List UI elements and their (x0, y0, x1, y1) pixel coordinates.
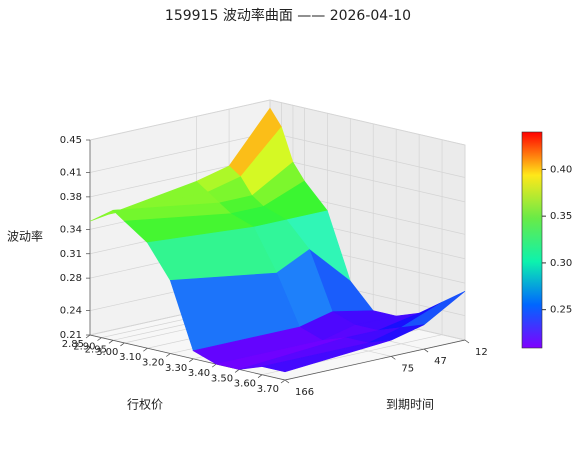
tick-mark (284, 379, 290, 384)
tick-mark (464, 339, 470, 344)
grid-line (269, 99, 466, 146)
x-tick-label: 3.60 (234, 379, 256, 390)
grid-line (89, 99, 271, 141)
colorbar-tick-label: 0.25 (550, 305, 572, 316)
z-tick-label: 0.24 (60, 306, 82, 317)
chart-title: 159915 波动率曲面 —— 2026-04-10 (165, 7, 411, 24)
tick-mark (280, 379, 286, 384)
x-tick-label: 3.40 (188, 368, 210, 379)
z-axis-label: 波动率 (7, 229, 43, 244)
y-tick-label: 75 (401, 363, 414, 374)
colorbar-tick-label: 0.35 (550, 211, 572, 222)
y-tick-label: 166 (295, 387, 314, 398)
colorbar-tick-label: 0.30 (550, 258, 572, 269)
x-tick-label: 2.95 (85, 344, 107, 355)
x-tick-label: 3.30 (165, 363, 187, 374)
tick-mark (143, 347, 148, 352)
y-axis-label: 到期时间 (386, 398, 434, 412)
x-axis-label: 行权价 (127, 398, 163, 412)
z-tick-label: 0.31 (60, 249, 82, 260)
tick-mark (189, 358, 194, 363)
tick-mark (423, 348, 429, 353)
x-tick-label: 2.85 (62, 339, 84, 350)
z-tick-label: 0.28 (60, 273, 82, 284)
colorbar-tick-label: 0.40 (550, 164, 572, 175)
axis-line (89, 334, 286, 381)
z-tick-label: 0.34 (60, 224, 82, 235)
tick-mark (166, 353, 171, 357)
x-tick-label: 2.90 (73, 342, 95, 353)
grid-line (89, 132, 271, 173)
y-tick-label: 12 (475, 347, 488, 358)
z-tick-label: 0.21 (60, 330, 82, 341)
x-tick-label: 3.00 (96, 347, 118, 358)
plot (85, 99, 470, 384)
x-tick-label: 3.70 (257, 384, 279, 395)
y-tick-label: 47 (434, 356, 447, 367)
z-tick-label: 0.38 (60, 192, 82, 203)
grid-line (269, 156, 466, 203)
tick-mark (108, 340, 114, 344)
tick-mark (391, 356, 396, 360)
colorbar (521, 131, 543, 349)
surface-cell (261, 339, 392, 373)
grid-line (269, 132, 466, 178)
tick-mark (211, 363, 217, 368)
z-tick-label: 0.45 (60, 135, 82, 146)
x-tick-label: 3.10 (119, 352, 141, 363)
z-tick-label: 0.41 (60, 168, 82, 179)
x-tick-label: 3.20 (142, 358, 164, 369)
tick-mark (120, 342, 125, 347)
tick-mark (234, 369, 240, 373)
tick-mark (97, 337, 102, 341)
x-tick-label: 3.50 (211, 373, 233, 384)
axis-line (284, 339, 466, 381)
tick-mark (85, 334, 91, 339)
tick-mark (257, 374, 263, 378)
